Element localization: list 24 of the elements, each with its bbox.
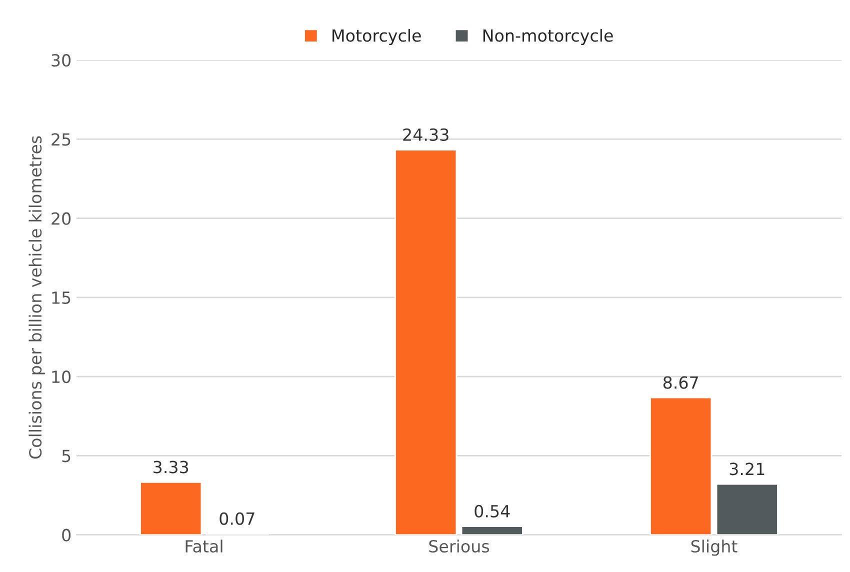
x-tick-label: Slight: [691, 540, 738, 556]
y-tick-label: 30: [52, 54, 71, 67]
bar: [716, 483, 778, 535]
legend-label: Non-motorcycle: [483, 28, 613, 46]
data-label: 8.67: [663, 376, 698, 389]
bar: [394, 149, 458, 535]
y-tick-label: 15: [52, 292, 70, 304]
data-label: 3.33: [154, 460, 188, 474]
bar: [650, 396, 712, 535]
data-label: 0.07: [220, 512, 254, 525]
y-tick-label: 10: [52, 370, 71, 384]
bar: [460, 526, 524, 535]
y-axis-title: Collisions per billion vehicle kilometres: [28, 136, 45, 459]
y-tick-label: 5: [62, 450, 70, 462]
data-label: 3.21: [730, 462, 764, 476]
data-label: 0.54: [474, 504, 510, 518]
legend-label: Motorcycle: [332, 28, 421, 46]
data-label: 24.33: [403, 128, 448, 142]
bar: [140, 481, 202, 535]
y-tick-label: 25: [52, 133, 70, 146]
x-tick-label: Fatal: [186, 540, 222, 553]
y-tick-label: 20: [52, 212, 71, 225]
y-tick-label: 0: [62, 528, 71, 542]
x-tick-label: Serious: [429, 540, 490, 553]
